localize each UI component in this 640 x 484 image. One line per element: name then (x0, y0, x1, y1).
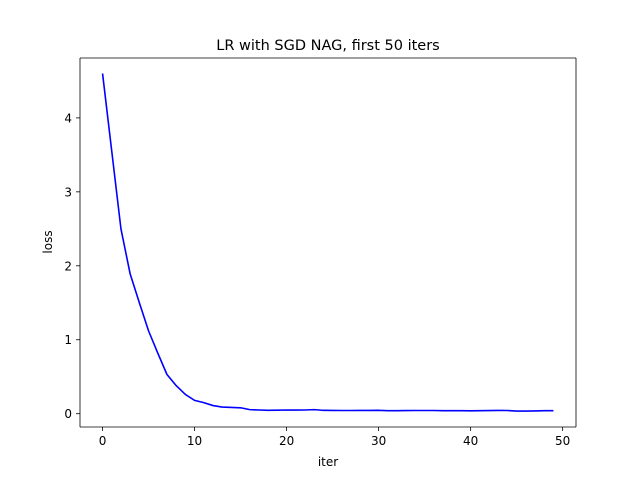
y-tick-label: 1 (64, 333, 72, 347)
y-axis-ticks: 0 1 2 3 4 (64, 111, 80, 421)
plot-area (80, 58, 576, 427)
y-tick-label: 0 (64, 407, 72, 421)
x-axis-label: iter (318, 455, 338, 469)
series-line-0 (101, 73, 554, 412)
y-tick-label: 2 (64, 259, 72, 273)
y-tick-label: 4 (64, 111, 72, 125)
x-tick-label: 50 (555, 434, 570, 448)
x-tick-label: 0 (99, 434, 107, 448)
chart-title: LR with SGD NAG, first 50 iters (216, 38, 439, 54)
y-axis-label: loss (41, 230, 55, 253)
series-layer (101, 73, 554, 412)
x-axis-ticks: 0 10 20 30 40 50 (99, 427, 570, 448)
x-tick-label: 20 (279, 434, 294, 448)
y-tick-label: 3 (64, 185, 72, 199)
x-tick-label: 30 (371, 434, 386, 448)
x-tick-label: 10 (187, 434, 202, 448)
x-tick-label: 40 (463, 434, 478, 448)
